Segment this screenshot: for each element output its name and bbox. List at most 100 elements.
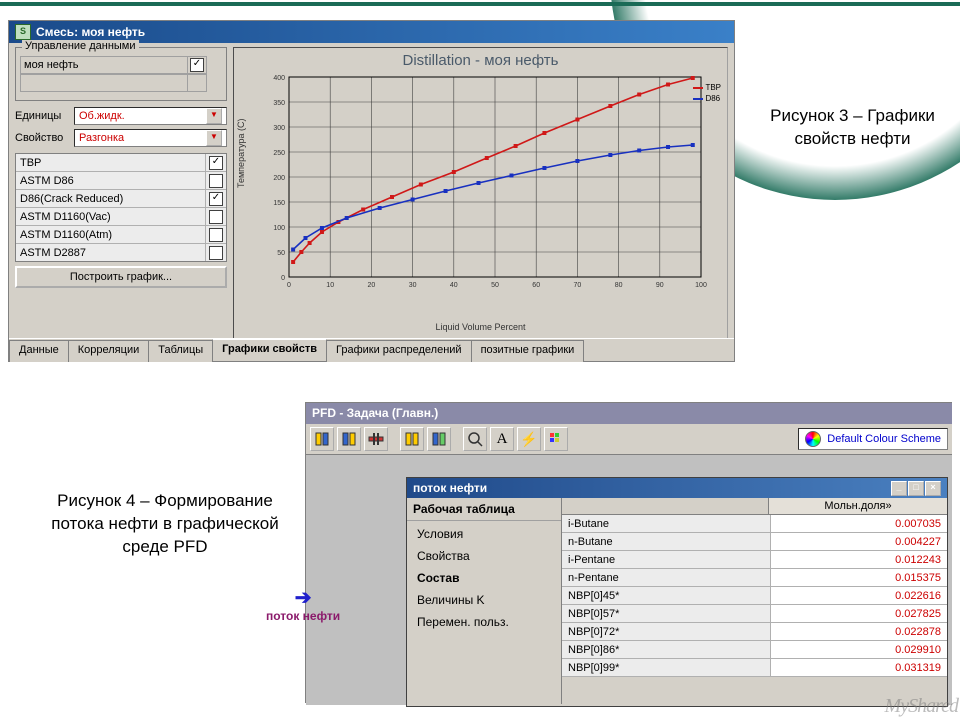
composition-table: Мольн.доля» i-Butane0.007035n-Butane0.00… [562, 498, 947, 704]
curve-checkbox[interactable] [206, 172, 226, 189]
table-row: n-Pentane0.015375 [562, 569, 947, 587]
subwin-titlebar: поток нефти _ □ × [407, 478, 947, 498]
units-dropdown[interactable]: Об.жидк. ▼ [74, 107, 227, 125]
prop-label: Свойство [15, 132, 70, 144]
nav-item[interactable]: Величины K [411, 589, 557, 611]
curve-name: ASTM D1160(Vac) [16, 208, 206, 225]
component-name: i-Pentane [562, 551, 771, 568]
curve-checkbox[interactable] [206, 226, 226, 243]
left-panel: Управление данными моя нефть ✓ Единицы О… [15, 47, 227, 339]
curve-name: TBP [16, 154, 206, 171]
nav-item[interactable]: Условия [411, 523, 557, 545]
component-name: n-Butane [562, 533, 771, 550]
tool-icon-4[interactable] [400, 427, 424, 451]
pfd-canvas[interactable]: ➔ поток нефти поток нефти _ □ × Рабочая … [306, 455, 952, 705]
data-mgmt-group: Управление данными моя нефть ✓ [15, 47, 227, 101]
component-name: NBP[0]45* [562, 587, 771, 604]
curve-row: ASTM D2887 [16, 244, 226, 261]
oil-check[interactable]: ✓ [188, 56, 207, 74]
tab-2[interactable]: Таблицы [148, 340, 213, 362]
colour-scheme-dropdown[interactable]: Default Colour Scheme [798, 428, 948, 450]
svg-text:400: 400 [273, 75, 285, 82]
curve-row: ASTM D1160(Atm) [16, 226, 226, 244]
table-row: NBP[0]99*0.031319 [562, 659, 947, 677]
curve-checkbox[interactable]: ✓ [206, 154, 226, 171]
component-name: NBP[0]86* [562, 641, 771, 658]
win1-title: Смесь: моя нефть [36, 25, 145, 39]
text-icon[interactable]: A [490, 427, 514, 451]
mole-fraction-value: 0.015375 [771, 569, 947, 586]
palette-icon[interactable] [544, 427, 568, 451]
zoom-icon[interactable] [463, 427, 487, 451]
pfd-toolbar: A ⚡ Default Colour Scheme [306, 424, 952, 455]
subwin-title: поток нефти [413, 481, 487, 495]
table-row: i-Butane0.007035 [562, 515, 947, 533]
tab-3[interactable]: Графики свойств [212, 339, 327, 361]
curve-name: ASTM D1160(Atm) [16, 226, 206, 243]
svg-text:350: 350 [273, 100, 285, 107]
tool-icon-3[interactable] [364, 427, 388, 451]
chevron-down-icon: ▼ [206, 130, 222, 146]
table-row: n-Butane0.004227 [562, 533, 947, 551]
curve-checkbox[interactable] [206, 208, 226, 225]
mixture-window: S Смесь: моя нефть Управление данными мо… [8, 20, 735, 362]
mole-fraction-value: 0.004227 [771, 533, 947, 550]
component-name: NBP[0]99* [562, 659, 771, 676]
bolt-icon[interactable]: ⚡ [517, 427, 541, 451]
colour-wheel-icon [805, 431, 821, 447]
curve-name: ASTM D2887 [16, 244, 206, 261]
mole-fraction-value: 0.027825 [771, 605, 947, 622]
tool-icon-2[interactable] [337, 427, 361, 451]
prop-dropdown[interactable]: Разгонка ▼ [74, 129, 227, 147]
nav-item[interactable]: Свойства [411, 545, 557, 567]
plot-button[interactable]: Построить график... [15, 266, 227, 288]
flow-stream-icon[interactable]: ➔ поток нефти [266, 585, 340, 622]
nav-item[interactable]: Перемен. польз. [411, 611, 557, 633]
curve-row: D86(Crack Reduced)✓ [16, 190, 226, 208]
tab-0[interactable]: Данные [9, 340, 69, 362]
svg-text:100: 100 [273, 225, 285, 232]
empty-check [188, 74, 207, 92]
oil-name-cell: моя нефть [20, 56, 188, 74]
stream-subwindow: поток нефти _ □ × Рабочая таблица Услови… [406, 477, 948, 707]
legend-item: TBP [693, 82, 721, 93]
svg-text:150: 150 [273, 200, 285, 207]
tab-5[interactable]: позитные графики [471, 340, 585, 362]
worksheet-title: Рабочая таблица [407, 498, 561, 521]
tab-4[interactable]: Графики распределений [326, 340, 472, 362]
mole-fraction-value: 0.022878 [771, 623, 947, 640]
mole-fraction-value: 0.029910 [771, 641, 947, 658]
minimize-icon[interactable]: _ [891, 481, 907, 496]
component-name: n-Pentane [562, 569, 771, 586]
svg-text:10: 10 [326, 282, 334, 289]
tool-icon-5[interactable] [427, 427, 451, 451]
tool-icon-1[interactable] [310, 427, 334, 451]
curve-row: TBP✓ [16, 154, 226, 172]
mole-fraction-value: 0.007035 [771, 515, 947, 532]
svg-text:90: 90 [655, 282, 663, 289]
maximize-icon[interactable]: □ [908, 481, 924, 496]
curve-name: D86(Crack Reduced) [16, 190, 206, 207]
svg-text:200: 200 [273, 175, 285, 182]
chevron-down-icon: ▼ [206, 108, 222, 124]
curve-row: ASTM D1160(Vac) [16, 208, 226, 226]
table-row: NBP[0]45*0.022616 [562, 587, 947, 605]
figure4-caption: Рисунок 4 – Формирование потока нефти в … [40, 490, 290, 559]
tab-1[interactable]: Корреляции [68, 340, 149, 362]
table-row: NBP[0]86*0.029910 [562, 641, 947, 659]
distillation-chart: 0102030405060708090100050100150200250300… [251, 71, 711, 301]
app-icon: S [15, 24, 31, 40]
curve-checkbox[interactable] [206, 244, 226, 261]
nav-item[interactable]: Состав [411, 567, 557, 589]
close-icon[interactable]: × [925, 481, 941, 496]
svg-text:60: 60 [532, 282, 540, 289]
curve-row: ASTM D86 [16, 172, 226, 190]
svg-text:30: 30 [408, 282, 416, 289]
tab-bar: ДанныеКорреляцииТаблицыГрафики свойствГр… [9, 338, 734, 361]
curve-list: TBP✓ASTM D86D86(Crack Reduced)✓ASTM D116… [15, 153, 227, 262]
pfd-window: PFD - Задача (Главн.) A ⚡ Default Colour… [305, 402, 952, 703]
empty-cell [20, 74, 188, 92]
curve-checkbox[interactable]: ✓ [206, 190, 226, 207]
y-axis-label: Температура (C) [236, 118, 246, 188]
chart-area: Distillation - моя нефть Температура (C)… [233, 47, 728, 339]
